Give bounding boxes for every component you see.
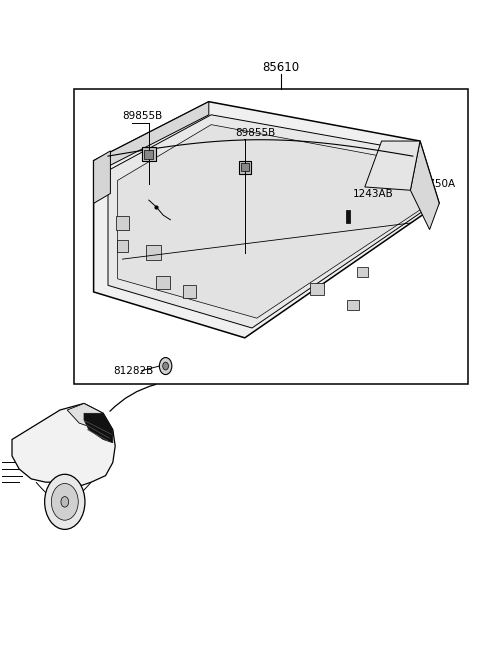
Bar [310, 283, 324, 295]
Bar [144, 150, 153, 159]
Circle shape [45, 474, 85, 529]
Text: 85610: 85610 [262, 61, 300, 74]
Bar [146, 245, 161, 260]
Bar [142, 147, 156, 161]
Circle shape [61, 497, 69, 507]
Bar [347, 300, 359, 310]
Polygon shape [94, 102, 439, 338]
Text: 89855B: 89855B [235, 128, 276, 138]
Bar [156, 276, 170, 289]
Text: 81282B: 81282B [113, 365, 153, 376]
Text: 89855B: 89855B [122, 112, 163, 121]
Bar [183, 285, 196, 298]
Text: 1243AB: 1243AB [353, 188, 394, 199]
Bar [346, 210, 350, 223]
Polygon shape [67, 403, 103, 430]
Circle shape [159, 358, 172, 375]
Polygon shape [94, 151, 110, 203]
Polygon shape [84, 413, 113, 443]
Polygon shape [365, 141, 420, 190]
Bar [239, 161, 251, 174]
Polygon shape [94, 102, 209, 174]
Bar [74, 89, 468, 384]
Circle shape [163, 362, 168, 370]
Text: 92750A: 92750A [415, 178, 456, 189]
Circle shape [51, 483, 78, 520]
Bar [357, 267, 368, 277]
Polygon shape [108, 115, 430, 328]
Polygon shape [118, 125, 420, 318]
Bar [117, 240, 128, 252]
Bar [116, 216, 129, 230]
Polygon shape [12, 403, 115, 485]
Bar [241, 163, 249, 171]
Polygon shape [410, 141, 439, 230]
